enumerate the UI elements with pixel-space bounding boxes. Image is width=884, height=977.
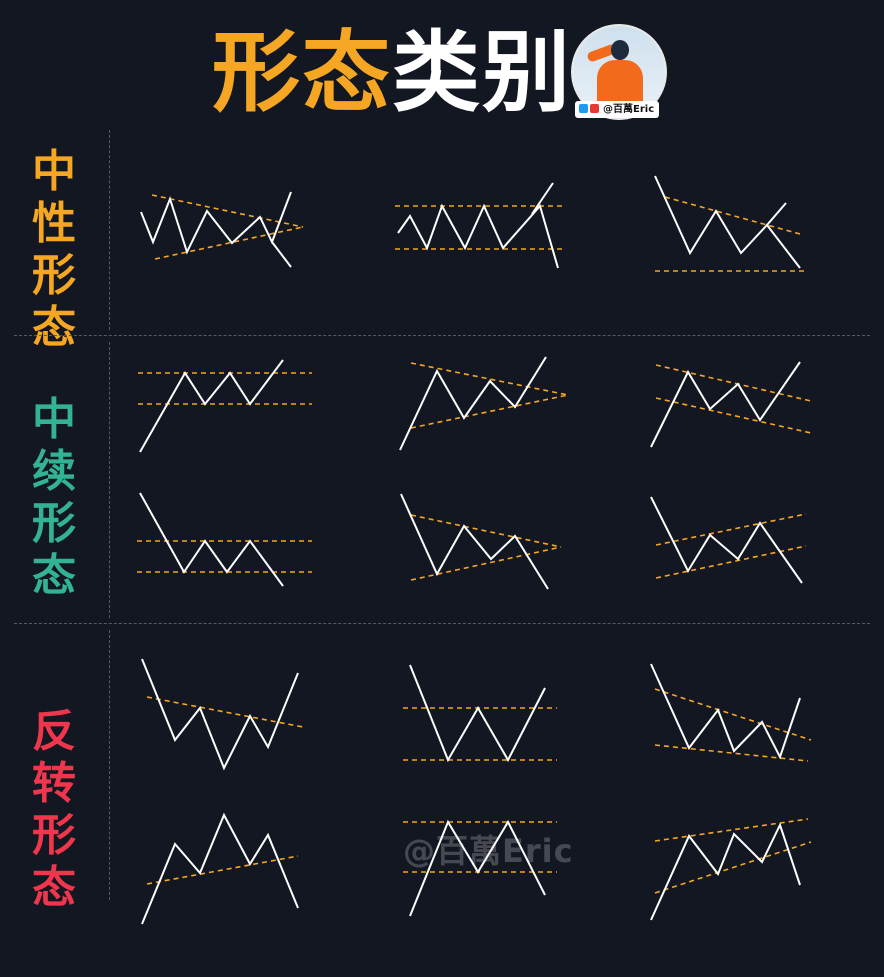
title-part-1: 形态: [211, 21, 392, 124]
title-part-2: 类别: [392, 21, 573, 124]
horizontal-divider-1: [14, 335, 870, 336]
pattern-falling-wedge: [650, 663, 812, 762]
pattern-bear-flag-rectangle: [137, 492, 312, 587]
vertical-divider-1: [109, 130, 110, 330]
pattern-bear-pennant: [400, 493, 562, 590]
author-badge: @百萬Eric: [575, 101, 660, 118]
pattern-bear-flag-channel: [650, 496, 807, 584]
pattern-rising-wedge: [650, 818, 812, 921]
pattern-bull-flag-channel: [650, 361, 812, 448]
youtube-icon: [590, 104, 599, 113]
pattern-double-top: [403, 819, 557, 917]
pattern-double-bottom: [403, 664, 557, 763]
pattern-descending-triangle: [654, 175, 808, 272]
pattern-bull-flag-rectangle: [138, 359, 312, 453]
horizontal-divider-2: [14, 623, 870, 624]
pattern-head-and-shoulders: [141, 812, 299, 925]
page-title: 形态类别: [0, 18, 884, 128]
category-neutral-label: 中 性 形 态: [32, 146, 76, 353]
twitter-icon: [579, 104, 588, 113]
pattern-bull-pennant: [399, 356, 569, 451]
vertical-divider-2: [109, 342, 110, 618]
pattern-symmetric-triangle: [140, 191, 304, 268]
vertical-divider-3: [109, 630, 110, 900]
category-reversal-label: 反 转 形 态: [32, 706, 76, 913]
category-continuation-label: 中 续 形 态: [32, 394, 76, 601]
pattern-rectangle: [395, 182, 565, 269]
author-handle: @百萬Eric: [603, 104, 655, 115]
pattern-inverse-head-and-shoulders: [141, 658, 304, 771]
